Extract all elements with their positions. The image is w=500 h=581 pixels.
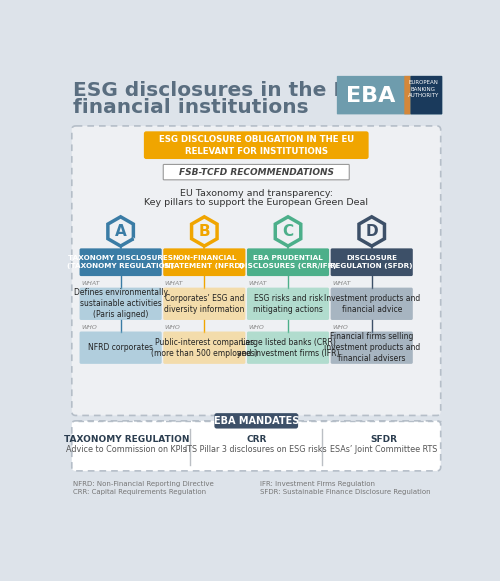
FancyBboxPatch shape xyxy=(72,126,440,415)
FancyBboxPatch shape xyxy=(404,76,410,114)
Text: Investment products and
financial advice: Investment products and financial advice xyxy=(324,294,420,314)
Text: IFR: Investment Firms Regulation: IFR: Investment Firms Regulation xyxy=(260,481,375,487)
Text: ESG risks and risk
mitigating actions: ESG risks and risk mitigating actions xyxy=(253,294,323,314)
FancyBboxPatch shape xyxy=(144,131,368,159)
Text: A: A xyxy=(115,224,126,239)
Text: WHO: WHO xyxy=(81,325,97,331)
Text: D: D xyxy=(366,224,378,239)
Text: ESG DISCLOSURE OBLIGATION IN THE EU
RELEVANT FOR INSTITUTIONS: ESG DISCLOSURE OBLIGATION IN THE EU RELE… xyxy=(158,135,354,156)
Text: WHAT: WHAT xyxy=(332,281,350,286)
FancyBboxPatch shape xyxy=(163,248,246,276)
FancyBboxPatch shape xyxy=(330,332,413,364)
FancyBboxPatch shape xyxy=(72,421,440,471)
Text: FSB-TCFD RECOMMENDATIONS: FSB-TCFD RECOMMENDATIONS xyxy=(179,168,334,177)
Text: EBA MANDATES: EBA MANDATES xyxy=(214,416,299,426)
Text: WHAT: WHAT xyxy=(81,281,100,286)
Text: CRR: CRR xyxy=(246,435,266,444)
Text: ITS Pillar 3 disclosures on ESG risks: ITS Pillar 3 disclosures on ESG risks xyxy=(186,446,327,454)
Text: NFRD: Non-Financial Reporting Directive: NFRD: Non-Financial Reporting Directive xyxy=(74,481,214,487)
FancyBboxPatch shape xyxy=(163,332,246,364)
Text: CRR: Capital Requirements Regulation: CRR: Capital Requirements Regulation xyxy=(74,489,206,496)
FancyBboxPatch shape xyxy=(410,76,442,114)
Text: NON-FINANCIAL
STATEMENT (NFRD): NON-FINANCIAL STATEMENT (NFRD) xyxy=(164,256,244,269)
FancyBboxPatch shape xyxy=(247,332,329,364)
Text: EUROPEAN
BANKING
AUTHORITY: EUROPEAN BANKING AUTHORITY xyxy=(408,80,439,98)
FancyBboxPatch shape xyxy=(80,288,162,320)
FancyBboxPatch shape xyxy=(337,76,442,114)
FancyBboxPatch shape xyxy=(247,288,329,320)
Text: financial institutions: financial institutions xyxy=(74,98,309,117)
Text: B: B xyxy=(198,224,210,239)
Text: EBA PRUDENTIAL
DISCLOSURES (CRR/IFR): EBA PRUDENTIAL DISCLOSURES (CRR/IFR) xyxy=(240,256,337,269)
Text: SFDR: Sustainable Finance Disclosure Regulation: SFDR: Sustainable Finance Disclosure Reg… xyxy=(260,489,431,496)
Text: C: C xyxy=(282,224,294,239)
Text: WHAT: WHAT xyxy=(248,281,267,286)
FancyBboxPatch shape xyxy=(330,288,413,320)
Text: TAXONOMY DISCLOSURES
(TAXONOMY REGULATION): TAXONOMY DISCLOSURES (TAXONOMY REGULATIO… xyxy=(67,256,174,269)
Text: Key pillars to support the European Green Deal: Key pillars to support the European Gree… xyxy=(144,198,368,206)
Text: WHO: WHO xyxy=(165,325,180,331)
Text: EU Taxonomy and transparency:: EU Taxonomy and transparency: xyxy=(180,189,333,198)
FancyBboxPatch shape xyxy=(163,288,246,320)
Text: WHO: WHO xyxy=(248,325,264,331)
Text: WHAT: WHAT xyxy=(165,281,184,286)
Text: TAXONOMY REGULATION: TAXONOMY REGULATION xyxy=(64,435,190,444)
FancyBboxPatch shape xyxy=(163,164,349,180)
Text: ESAs’ Joint Committee RTS: ESAs’ Joint Committee RTS xyxy=(330,446,438,454)
Text: EBA: EBA xyxy=(346,86,396,106)
Text: Advice to Commission on KPIs: Advice to Commission on KPIs xyxy=(66,446,187,454)
Text: WHO: WHO xyxy=(332,325,348,331)
Text: SFDR: SFDR xyxy=(370,435,398,444)
Text: Financial firms selling
investment products and
financial advisers: Financial firms selling investment produ… xyxy=(324,332,420,363)
Text: Corporates’ ESG and
diversity information: Corporates’ ESG and diversity informatio… xyxy=(164,294,244,314)
FancyBboxPatch shape xyxy=(80,248,162,276)
FancyBboxPatch shape xyxy=(247,248,329,276)
Text: NFRD corporates: NFRD corporates xyxy=(88,343,153,352)
FancyBboxPatch shape xyxy=(80,332,162,364)
FancyBboxPatch shape xyxy=(330,248,413,276)
Text: Public-interest companies
(more than 500 employees): Public-interest companies (more than 500… xyxy=(151,338,258,358)
FancyBboxPatch shape xyxy=(214,413,298,429)
Text: DISCLOSURE
REGULATION (SFDR): DISCLOSURE REGULATION (SFDR) xyxy=(330,256,413,269)
Text: Large listed banks (CRR)
and investment firms (IFR): Large listed banks (CRR) and investment … xyxy=(237,338,340,358)
Text: Defines environmentally
sustainable activities
(Paris aligned): Defines environmentally sustainable acti… xyxy=(74,288,168,320)
Text: ESG disclosures in the EU:: ESG disclosures in the EU: xyxy=(74,81,372,99)
